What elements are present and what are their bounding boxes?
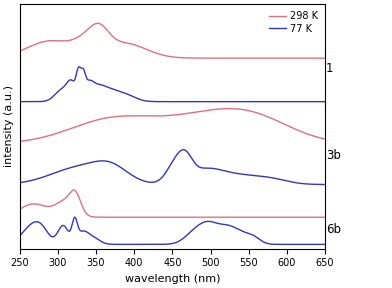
Y-axis label: intensity (a.u.): intensity (a.u.) [4, 85, 14, 167]
X-axis label: wavelength (nm): wavelength (nm) [125, 274, 220, 284]
Text: 6b: 6b [326, 223, 341, 236]
Text: 3b: 3b [326, 149, 341, 162]
Legend: 298 K, 77 K: 298 K, 77 K [267, 9, 320, 36]
Text: 1: 1 [326, 62, 333, 75]
